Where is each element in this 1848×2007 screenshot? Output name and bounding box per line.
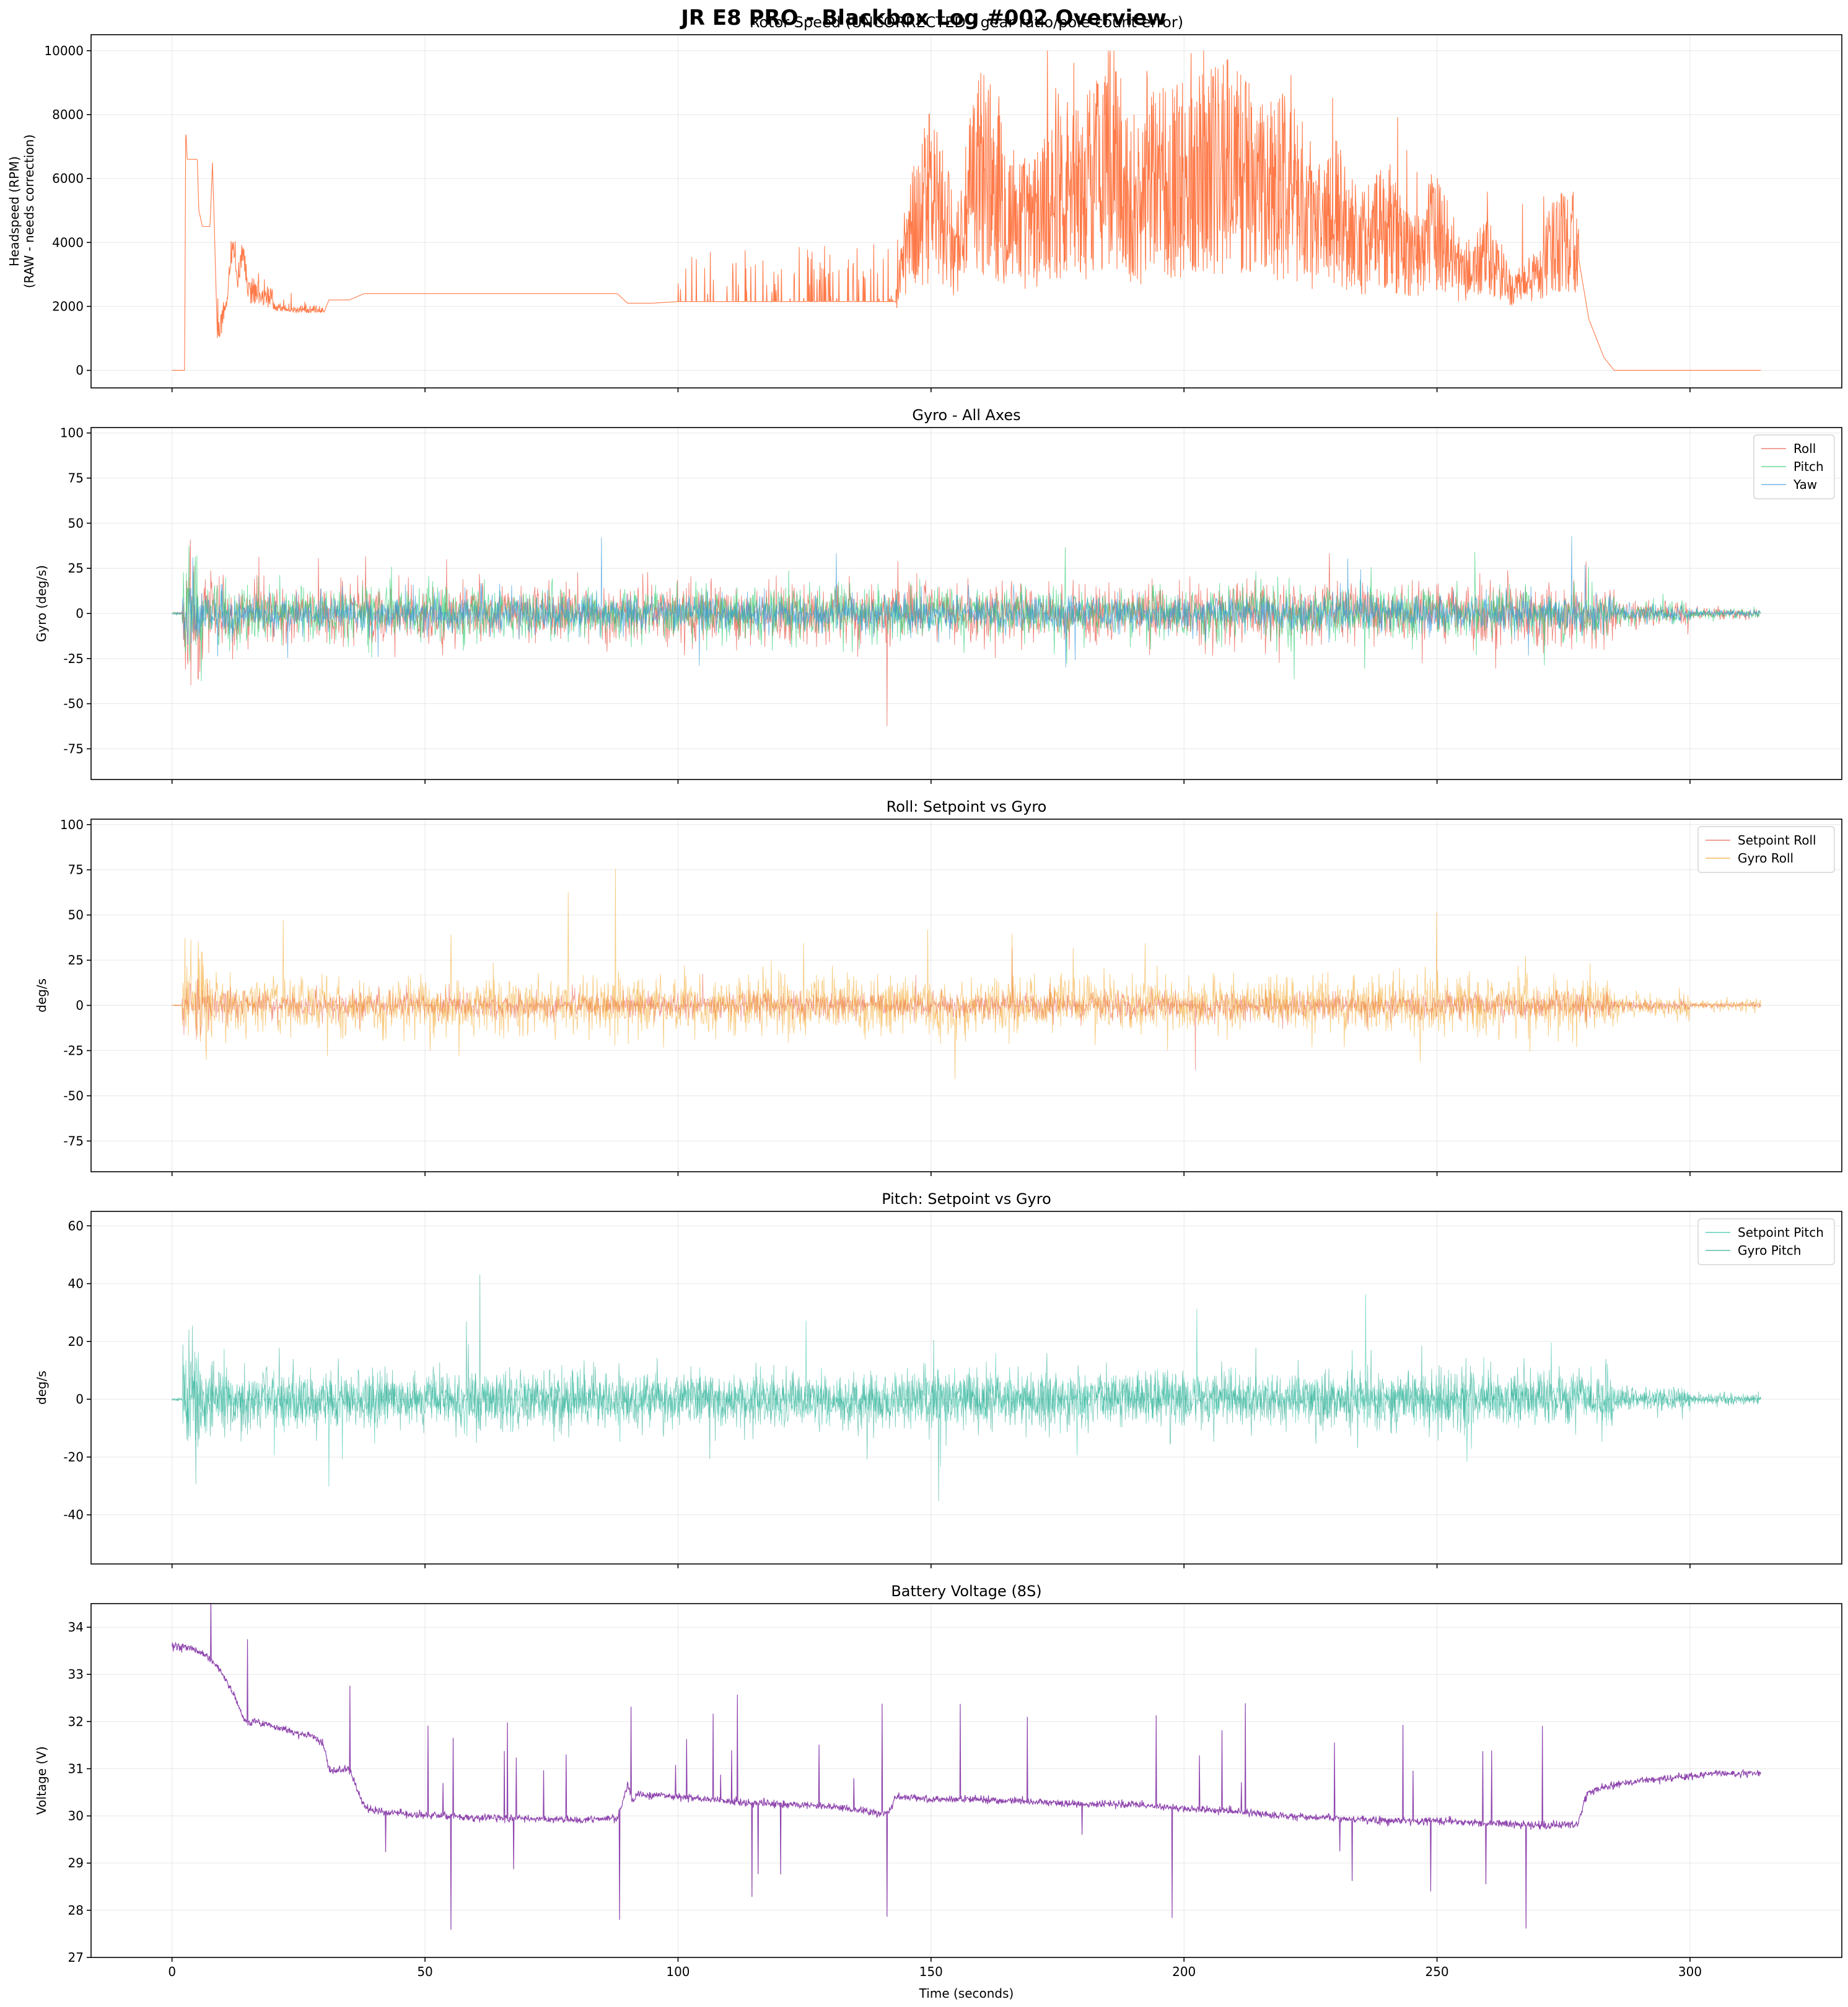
subplot-title: Rotor Speed (UNCORRECTED - gear ratio/po… [750,14,1183,31]
subplot-5: 27 28 29 30 31 32 33 34 0 50 100 150 200 250 300 Batter… [34,1583,1842,2001]
legend-box [1697,1218,1835,1265]
y-tick-label: 25 [68,561,84,576]
legend-entry: Pitch [1793,459,1824,474]
y-axis-label: deg/s [34,978,49,1012]
rotor-speed-line [172,50,1761,371]
series-line-yaw [172,536,1761,667]
subplot-1: 0 2000 4000 6000 8000 10000 Rotor Speed (UNCOR… [7,14,1842,392]
plot-area [172,868,1761,1079]
series-line-gyro-pitch [172,1274,1761,1501]
y-tick-label: -40 [63,1508,84,1522]
axes-frame [90,819,1842,1172]
legend-box [1697,826,1835,873]
y-tick-label: -50 [63,696,84,711]
axes-frame [90,427,1842,780]
legend-entry: Roll [1793,441,1816,456]
legend-entry: Yaw [1793,477,1817,492]
subplot-title: Pitch: Setpoint vs Gyro [882,1190,1051,1208]
y-tick-label: 32 [68,1714,84,1729]
figure-title: JR E8 PRO - Blackbox Log #002 Overview [680,6,1167,30]
subplot-2: -75 -50 -25 0 25 50 75 100 Gyro - All Axes Gyro (… [34,406,1842,784]
y-axis-label: deg/s [34,1371,49,1405]
y-tick-label: 8000 [52,107,84,122]
y-tick-label: 0 [76,606,84,621]
y-tick-label: 50 [68,908,84,923]
subplot-3: -75 -50 -25 0 25 50 75 100 Roll: Setpoint vs Gyr… [34,798,1842,1176]
y-tick-label: -20 [63,1449,84,1464]
legend: Roll Pitch Yaw [1753,434,1835,499]
y-tick-label: 6000 [52,171,84,186]
y-tick-label: 30 [68,1809,84,1824]
y-axis-label: Gyro (deg/s) [34,565,49,642]
y-tick-label: 60 [68,1218,84,1233]
y-tick-label: 2000 [52,299,84,314]
y-tick-label: -50 [63,1088,84,1103]
x-tick-label: 100 [666,1964,690,1979]
series-line-gyro-roll [172,868,1761,1079]
legend: Setpoint Roll Gyro Roll [1697,826,1835,873]
x-tick-label: 0 [168,1964,176,1979]
legend: Setpoint Pitch Gyro Pitch [1697,1218,1835,1265]
y-tick-label: -75 [63,741,84,756]
y-tick-label: 100 [60,426,84,441]
y-axis-label: (RAW - needs correction) [22,134,37,288]
y-tick-label: 25 [68,953,84,968]
y-tick-label: -25 [63,651,84,666]
y-tick-label: 28 [68,1903,84,1918]
y-tick-label: 27 [68,1950,84,1965]
y-tick-label: 10000 [44,43,84,58]
subplot-title: Battery Voltage (8S) [891,1583,1041,1600]
legend-entry: Setpoint Pitch [1738,1225,1824,1240]
legend-box [1753,434,1835,499]
y-tick-label: 29 [68,1856,84,1871]
plot-area [172,1274,1761,1501]
y-tick-label: 40 [68,1276,84,1291]
plot-area [172,536,1761,727]
subplot-4: -40 -20 0 20 40 60 Pitch: Setpoint vs Gyro deg/… [34,1190,1842,1568]
y-tick-label: 0 [76,1392,84,1407]
plot-area [172,50,1761,371]
axes-frame [90,1603,1842,1958]
y-tick-label: 34 [68,1620,84,1635]
y-tick-label: 100 [60,817,84,832]
series-line-roll [172,539,1761,727]
y-tick-label: -25 [63,1043,84,1058]
x-tick-label: 250 [1425,1964,1448,1979]
legend-entry: Gyro Pitch [1738,1243,1801,1258]
y-tick-label: 0 [76,363,84,378]
subplot-title: Gyro - All Axes [912,406,1020,424]
y-tick-label: 33 [68,1667,84,1682]
y-tick-label: 50 [68,516,84,530]
subplot-title: Roll: Setpoint vs Gyro [887,798,1047,815]
legend-entry: Setpoint Roll [1738,833,1816,848]
y-tick-label: 75 [68,863,84,877]
y-tick-label: 20 [68,1334,84,1349]
axes-frame [90,34,1842,389]
y-tick-label: -75 [63,1133,84,1148]
plot-area [172,1604,1761,1930]
legend-entry: Gyro Roll [1738,851,1793,866]
x-tick-label: 300 [1678,1964,1702,1979]
x-tick-label: 150 [919,1964,943,1979]
y-axis-label: Headspeed (RPM) [7,156,22,266]
battery-voltage-line [172,1604,1761,1930]
y-tick-label: 31 [68,1761,84,1776]
y-tick-label: 0 [76,998,84,1013]
axes-frame [90,1211,1842,1565]
x-tick-label: 50 [417,1964,432,1979]
y-tick-label: 75 [68,471,84,486]
x-axis-label: Time (seconds) [919,1986,1014,2001]
x-tick-label: 200 [1172,1964,1196,1979]
y-tick-label: 4000 [52,235,84,250]
y-axis-label: Voltage (V) [34,1746,49,1815]
